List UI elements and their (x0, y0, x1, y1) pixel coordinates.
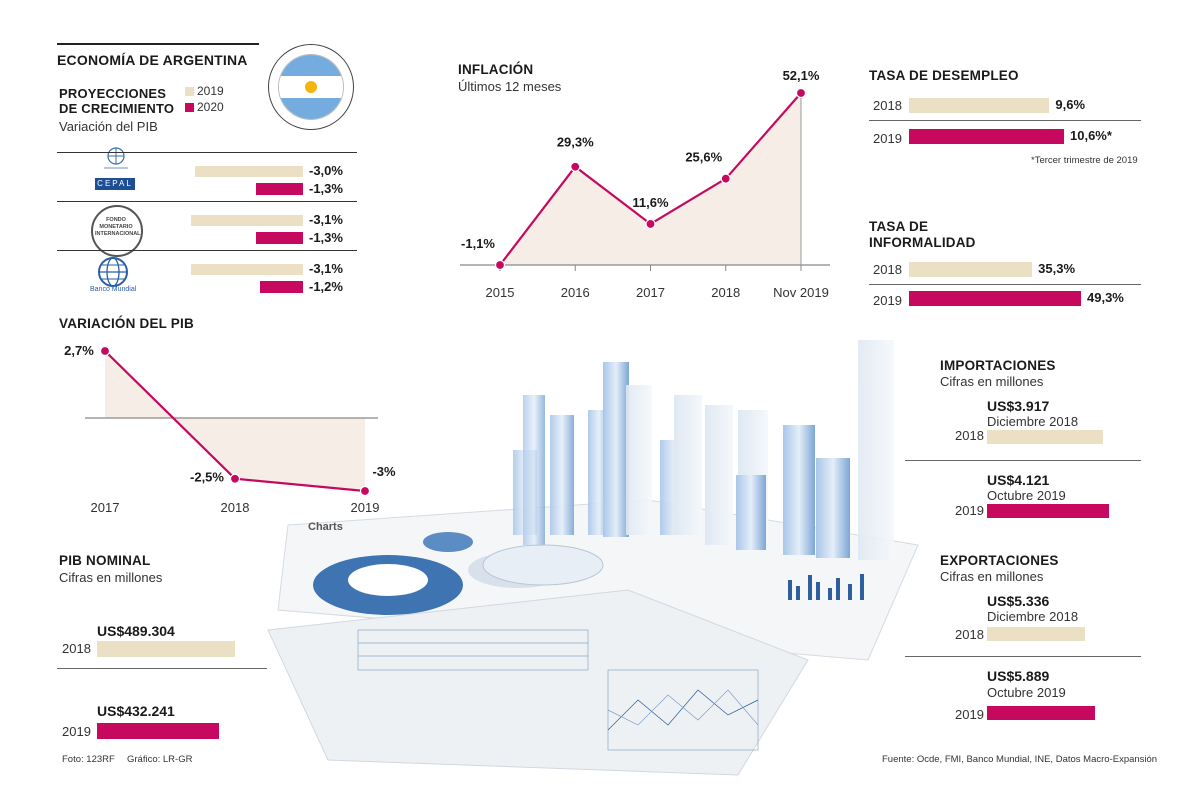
graphic-credit: Gráfico: LR-GR (127, 754, 192, 765)
value-bar-2018 (909, 98, 1049, 113)
exports-period-2018: Diciembre 2018 (987, 609, 1078, 624)
value-bar-2019 (987, 706, 1095, 720)
value-label-2019: 49,3% (1087, 290, 1124, 305)
exports-year-2019: 2019 (955, 707, 984, 722)
value-bar-2019 (909, 129, 1064, 144)
imports-year-2018: 2018 (955, 428, 984, 443)
imports-divider (905, 460, 1141, 461)
chart-category-label: 2018 (221, 500, 250, 515)
pib-nominal-value-2019: US$432.241 (97, 703, 175, 719)
imports-year-2019: 2019 (955, 503, 984, 518)
imports-period-2018: Diciembre 2018 (987, 414, 1078, 429)
informality-title-1: TASA DE (869, 219, 928, 234)
value-bar-2018 (909, 262, 1032, 277)
imports-title: IMPORTACIONES (940, 358, 1056, 373)
value-bar-2019 (987, 504, 1109, 518)
pib-nominal-value-2018: US$489.304 (97, 623, 175, 639)
informality-year-2018: 2018 (873, 262, 902, 277)
imports-subtitle: Cifras en millones (940, 374, 1043, 389)
exports-year-2018: 2018 (955, 627, 984, 642)
value-label-2018: 9,6% (1055, 97, 1085, 112)
pib-nominal-divider (57, 668, 267, 669)
chart-point (231, 474, 240, 483)
exports-period-2019: Octubre 2019 (987, 685, 1066, 700)
photo-credit: Foto: 123RF (62, 754, 115, 765)
exports-title: EXPORTACIONES (940, 553, 1059, 568)
photo-charts-label: Charts (308, 521, 343, 533)
value-bar-2018 (987, 627, 1085, 641)
informality-divider (869, 284, 1141, 285)
chart-point (101, 347, 110, 356)
exports-subtitle: Cifras en millones (940, 569, 1043, 584)
exports-divider (905, 656, 1141, 657)
pib-nominal-title: PIB NOMINAL (59, 553, 150, 568)
unemployment-year-2018: 2018 (873, 98, 902, 113)
value-bar-2018 (987, 430, 1103, 444)
pib-nominal-subtitle: Cifras en millones (59, 570, 162, 585)
value-label-2018: 35,3% (1038, 261, 1075, 276)
chart-data-label: 2,7% (64, 343, 94, 358)
unemployment-divider (869, 120, 1141, 121)
pib-nominal-year-2018: 2018 (62, 641, 91, 656)
charts-photo-svg: Charts (268, 330, 928, 780)
imports-value-2018: US$3.917 (987, 398, 1049, 414)
imports-period-2019: Octubre 2019 (987, 488, 1066, 503)
unemployment-footnote: *Tercer trimestre de 2019 (1031, 155, 1138, 166)
chart-data-label: -2,5% (190, 470, 224, 485)
value-bar-2019 (909, 291, 1081, 306)
value-bar-2018 (97, 641, 235, 657)
unemployment-title: TASA DE DESEMPLEO (869, 68, 1019, 83)
pib-nominal-year-2019: 2019 (62, 724, 91, 739)
charts-photo-illustration: Charts (268, 330, 928, 780)
informality-year-2019: 2019 (873, 293, 902, 308)
exports-value-2019: US$5.889 (987, 668, 1049, 684)
informality-title-2: INFORMALIDAD (869, 235, 976, 250)
value-label-2019: 10,6%* (1070, 128, 1112, 143)
value-bar-2019 (97, 723, 219, 739)
unemployment-year-2019: 2019 (873, 131, 902, 146)
imports-value-2019: US$4.121 (987, 472, 1049, 488)
source-note: Fuente: Ocde, FMI, Banco Mundial, INE, D… (882, 754, 1157, 765)
exports-value-2018: US$5.336 (987, 593, 1049, 609)
chart-category-label: 2017 (91, 500, 120, 515)
